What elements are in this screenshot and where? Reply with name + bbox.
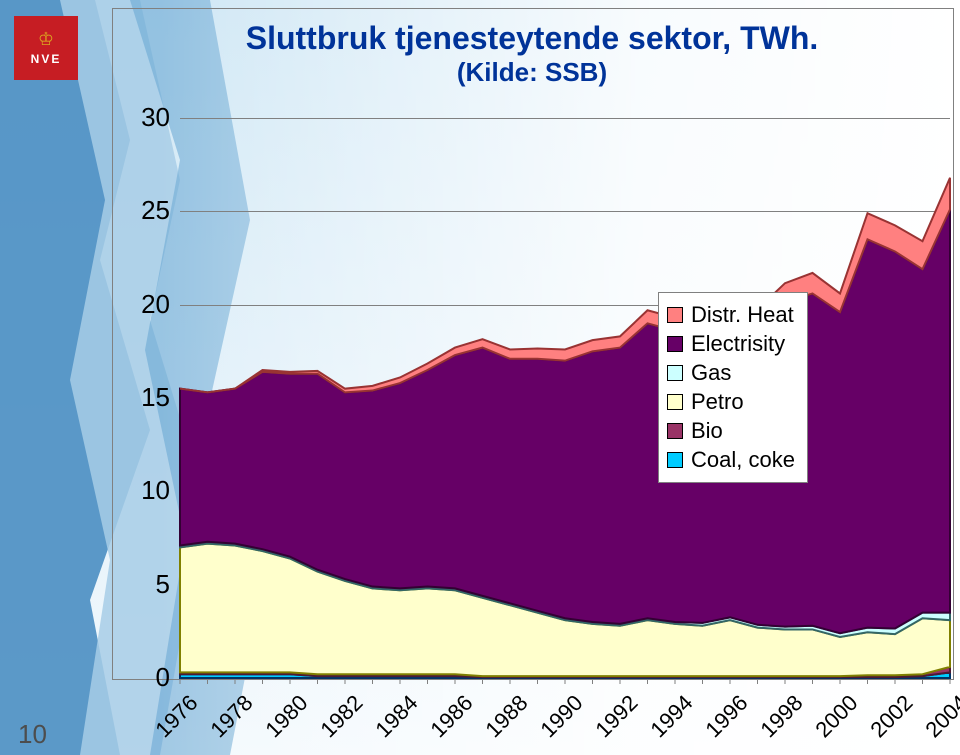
legend-swatch [667,452,683,468]
legend-label: Bio [691,418,723,444]
legend-item-heat: Distr. Heat [667,302,795,328]
legend-item-bio: Bio [667,418,795,444]
page-number: 10 [18,719,47,750]
chart-legend: Distr. Heat Electrisity Gas Petro Bio Coal, c… [658,292,808,483]
legend-label: Petro [691,389,744,415]
legend-label: Distr. Heat [691,302,794,328]
legend-item-elec: Electrisity [667,331,795,357]
legend-swatch [667,365,683,381]
legend-swatch [667,394,683,410]
stacked-area-chart [0,0,960,755]
legend-swatch [667,307,683,323]
legend-label: Coal, coke [691,447,795,473]
legend-label: Electrisity [691,331,785,357]
legend-label: Gas [691,360,731,386]
legend-item-coal: Coal, coke [667,447,795,473]
legend-item-petro: Petro [667,389,795,415]
legend-swatch [667,423,683,439]
legend-item-gas: Gas [667,360,795,386]
legend-swatch [667,336,683,352]
